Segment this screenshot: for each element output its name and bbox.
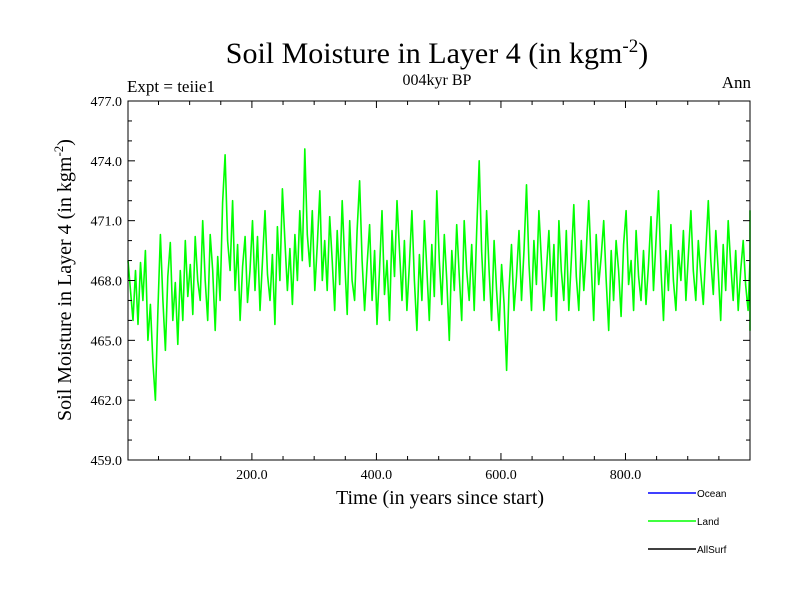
y-tick-label: 468.0 [91, 275, 123, 290]
subtitle-right: Ann [722, 73, 752, 92]
x-tick-label: 200.0 [236, 468, 268, 483]
subtitle-center: 004kyr BP [403, 72, 472, 89]
x-tick-label: 400.0 [361, 468, 393, 483]
y-tick-label: 465.0 [91, 334, 123, 349]
y-tick-label: 459.0 [91, 454, 123, 469]
y-axis-label: Soil Moisture in Layer 4 (in kgm-2) [51, 139, 76, 421]
legend-label-ocean: Ocean [697, 489, 726, 500]
y-tick-label: 471.0 [91, 215, 123, 230]
y-axis-label-superscript: -2 [51, 146, 66, 157]
y-tick-label: 474.0 [91, 155, 123, 170]
legend: Ocean Land AllSurf [648, 489, 727, 556]
x-axis-label: Time (in years since start) [336, 487, 544, 509]
title-superscript: -2 [622, 36, 638, 57]
data-layer [127, 148, 751, 402]
y-tick-label: 477.0 [91, 95, 123, 110]
x-tick-label: 800.0 [610, 468, 642, 483]
legend-label-allsurf: AllSurf [697, 545, 727, 556]
subtitle-left: Expt = teiie1 [127, 77, 215, 96]
y-tick-label: 462.0 [91, 394, 123, 409]
chart-title: Soil Moisture in Layer 4 (in kgm-2) [226, 36, 648, 70]
axes: 459.0 462.0 465.0 468.0 471.0 474.0 477.0 200.0… [91, 95, 751, 483]
x-tick-label: 600.0 [485, 468, 517, 483]
legend-label-land: Land [697, 517, 719, 528]
series-line-land [127, 148, 751, 402]
